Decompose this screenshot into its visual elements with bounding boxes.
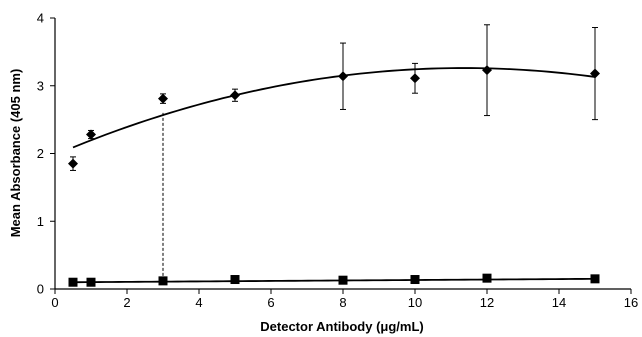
square-point [482,273,492,283]
data-points [68,65,600,287]
square-point [230,275,240,285]
square-point [410,275,420,285]
x-tick-labels: 0 2 4 6 8 10 12 14 16 [51,295,638,310]
x-tick-label: 4 [195,295,202,310]
trendlines [72,67,596,284]
x-tick-label: 10 [408,295,422,310]
x-tick-label: 6 [267,295,274,310]
x-tick-label: 14 [552,295,566,310]
square-point [86,277,96,287]
x-axis-title: Detector Antibody (μg/mL) [260,319,423,334]
y-tick-label: 1 [37,214,44,229]
diamond-point [68,158,78,169]
y-tick-label: 0 [37,282,44,297]
x-tick-label: 8 [339,295,346,310]
square-point [338,275,348,285]
y-tick-label: 2 [37,146,44,161]
x-tick-label: 0 [51,295,58,310]
axes [50,17,632,294]
x-tick-label: 2 [123,295,130,310]
square-point [68,277,78,287]
trendline [72,67,596,149]
diamond-point [410,73,420,84]
diamond-point [338,71,348,82]
y-tick-label: 4 [37,11,44,26]
trendline [72,277,596,284]
x-tick-label: 16 [624,295,638,310]
diamond-point [230,90,240,101]
diamond-point [590,68,600,79]
diamond-point [86,129,96,140]
error-bars [70,24,598,171]
diamond-point [158,93,168,104]
y-axis-title: Mean Absorbance (405 nm) [8,69,23,238]
diamond-point [482,65,492,76]
square-point [590,274,600,284]
y-tick-label: 3 [37,78,44,93]
square-point [158,276,168,286]
y-tick-labels: 0 1 2 3 4 [37,11,44,297]
x-tick-label: 12 [480,295,494,310]
